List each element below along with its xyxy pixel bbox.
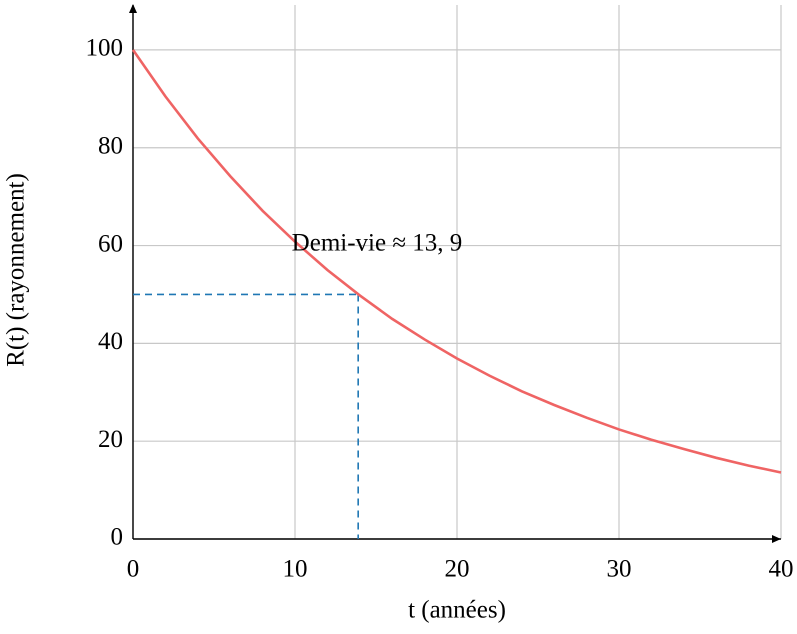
y-tick-label: 0 bbox=[111, 524, 124, 551]
x-axis-label: t (années) bbox=[408, 597, 506, 624]
x-axis-arrow bbox=[772, 535, 781, 543]
x-tick-label: 40 bbox=[769, 556, 794, 583]
y-tick-label: 80 bbox=[98, 132, 123, 159]
x-tick-label: 0 bbox=[127, 556, 140, 583]
y-tick-label: 40 bbox=[98, 328, 123, 355]
y-tick-label: 20 bbox=[98, 426, 123, 453]
annotation: Demi-vie ≈ 13, 9 bbox=[292, 230, 463, 257]
x-tick-label: 20 bbox=[445, 556, 470, 583]
y-tick-label: 100 bbox=[86, 35, 124, 62]
x-tick-label: 30 bbox=[607, 556, 632, 583]
x-tick-label: 10 bbox=[283, 556, 308, 583]
y-axis-label: R(t) (rayonnement) bbox=[3, 173, 30, 367]
y-axis-arrow bbox=[129, 4, 137, 13]
decay-curve bbox=[131, 49, 782, 474]
y-tick-label: 60 bbox=[98, 230, 123, 257]
